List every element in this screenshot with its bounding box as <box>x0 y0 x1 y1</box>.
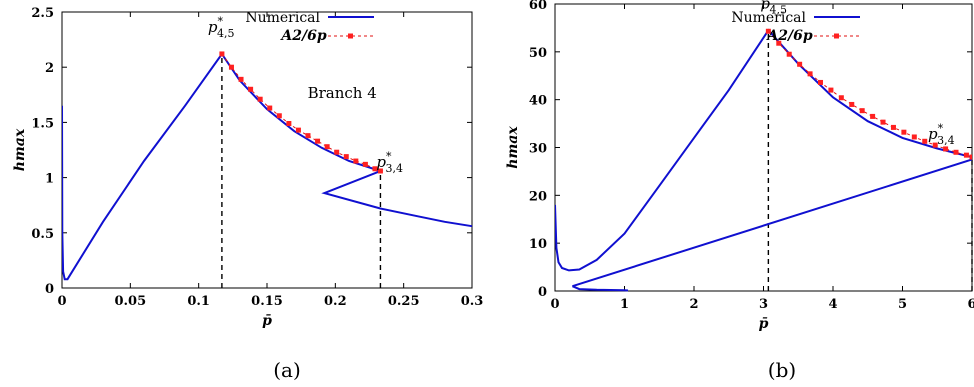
plot-frame <box>554 3 973 292</box>
x-axis-label: p̄ <box>262 313 272 329</box>
approx-marker <box>969 154 972 160</box>
approx-marker <box>315 138 321 144</box>
x-axis-label: p̄ <box>759 316 769 332</box>
approx-marker <box>932 142 938 148</box>
approx-marker <box>953 149 959 155</box>
x-tick-label: 0.2 <box>324 294 347 309</box>
approx-marker <box>828 87 834 93</box>
approx-marker <box>890 124 896 130</box>
y-tick-label: 40 <box>529 94 547 109</box>
approx-marker <box>880 119 886 125</box>
y-axis-label: hmax <box>12 128 28 171</box>
x-tick-label: 0 <box>550 297 559 312</box>
approx-marker <box>963 152 969 158</box>
y-tick-label: 60 <box>529 0 547 13</box>
approx-marker <box>267 105 273 111</box>
approx-marker <box>228 64 234 70</box>
approx-marker <box>765 28 771 34</box>
approx-marker <box>377 168 383 174</box>
approx-marker <box>372 166 378 172</box>
approx-line-2 <box>768 30 972 158</box>
legend-numerical-label: Numerical <box>245 10 320 26</box>
p-3-4-label: p* 3,4 <box>376 150 403 175</box>
x-tick-label: 6 <box>967 297 974 312</box>
y-tick-label: 10 <box>529 237 547 252</box>
y-tick-label: 0 <box>538 285 547 300</box>
approx-marker <box>807 71 813 77</box>
p-4-5-label: p*4,5 <box>760 0 787 16</box>
x-tick-label: 0.3 <box>461 294 484 309</box>
approx-marker <box>859 108 865 114</box>
y-tick-label: 2 <box>45 61 54 76</box>
x-tick-label: 3 <box>759 297 768 312</box>
panel-b: 01234560102030405060p̄hmaxp*4,5p*3,4Nume… <box>505 0 974 332</box>
y-tick-label: 50 <box>529 46 547 61</box>
approx-marker <box>943 146 949 152</box>
approx-marker <box>817 79 823 85</box>
approx-line-1 <box>221 53 381 172</box>
x-tick-label: 2 <box>689 297 698 312</box>
x-tick-label: 0.1 <box>187 294 210 309</box>
approx-marker <box>257 96 263 102</box>
x-tick-label: 4 <box>828 297 837 312</box>
approx-marker <box>849 101 855 107</box>
y-tick-label: 30 <box>529 142 547 157</box>
approx-marker <box>238 76 244 82</box>
approx-marker <box>219 51 225 57</box>
x-tick-label: 1 <box>620 297 629 312</box>
plot-area <box>555 28 972 292</box>
y-axis-label: hmax <box>505 126 521 169</box>
legend-approx-marker <box>348 33 353 39</box>
series-line-1 <box>572 158 972 288</box>
approx-marker <box>901 129 907 135</box>
legend-approx-marker <box>834 33 839 39</box>
approx-marker <box>911 134 917 140</box>
panel-a: 0 0.05 0.1 0.15 0.2 0.25 0.3 0 0.5 1 1.5 2 2.5 p̄ hmax… <box>12 6 483 329</box>
x-tick-label: 5 <box>898 297 907 312</box>
legend-approx-label: A2/6p <box>279 28 326 44</box>
legend-approx-label: A2/6p <box>765 28 812 44</box>
approx-marker <box>248 86 254 92</box>
approx-marker <box>276 113 282 119</box>
x-tick-label: 0.15 <box>251 294 283 309</box>
p-3-4-label: p* 3,4 <box>928 122 955 147</box>
legend-numerical-label: Numerical <box>731 10 806 26</box>
branch-label: Branch 4 <box>308 84 377 102</box>
y-tick-label: 1.5 <box>31 116 54 131</box>
p-4-5-label: p*4,5 <box>208 15 235 40</box>
approx-marker <box>295 127 301 133</box>
caption-a: (a) <box>273 358 301 382</box>
y-tick-label: 2.5 <box>31 6 54 21</box>
y-tick-label: 0 <box>45 282 54 297</box>
approx-marker <box>786 51 792 57</box>
approx-marker <box>922 138 928 144</box>
y-tick-label: 0.5 <box>31 227 54 242</box>
series-line-0 <box>62 52 473 281</box>
approx-marker <box>334 149 340 155</box>
approx-marker <box>343 154 349 160</box>
x-tick-label: 0.05 <box>114 294 146 309</box>
approx-marker <box>776 40 782 46</box>
approx-marker <box>870 113 876 119</box>
approx-marker <box>353 158 359 164</box>
x-tick-label: 0.25 <box>388 294 420 309</box>
approx-marker <box>286 121 292 127</box>
caption-b: (b) <box>768 358 796 382</box>
x-tick-label: 0 <box>57 294 66 309</box>
approx-marker <box>797 61 803 67</box>
approx-marker <box>838 95 844 101</box>
approx-marker <box>324 144 330 150</box>
approx-marker <box>362 161 368 167</box>
y-tick-label: 1 <box>45 172 54 187</box>
plot-frame <box>61 11 473 289</box>
series-line-0 <box>555 28 972 292</box>
approx-marker <box>305 133 311 139</box>
y-tick-label: 20 <box>529 189 547 204</box>
plot-area <box>62 51 473 281</box>
